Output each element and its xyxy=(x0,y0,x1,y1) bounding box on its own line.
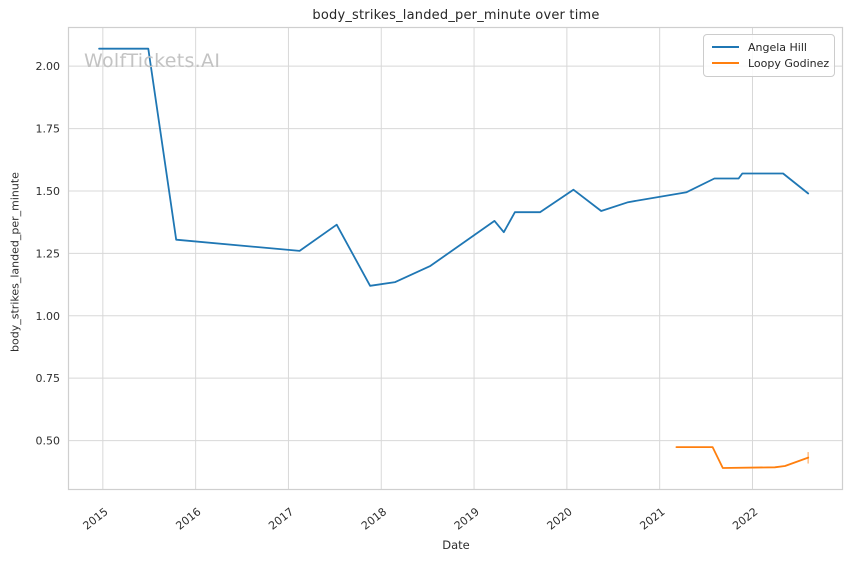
x-tick-label: 2019 xyxy=(452,505,482,532)
chart-title: body_strikes_landed_per_minute over time xyxy=(312,8,600,23)
legend-line-sample-icon xyxy=(712,62,739,64)
y-tick-label: 1.50 xyxy=(36,185,61,198)
y-axis-label: body_strikes_landed_per_minute xyxy=(8,172,22,352)
x-tick-label: 2016 xyxy=(173,505,203,532)
plot-border xyxy=(67,26,844,491)
watermark: WolfTickets.AI xyxy=(84,50,221,72)
legend-label: Angela Hill xyxy=(748,40,807,54)
series-line-loopy-godinez xyxy=(675,446,810,469)
x-tick-label: 2018 xyxy=(359,505,389,532)
x-tick-label: 2020 xyxy=(545,505,575,532)
legend-label: Loopy Godinez xyxy=(748,56,830,70)
legend-entry-angela-hill: Angela Hill xyxy=(704,39,834,55)
x-axis-label: Date xyxy=(442,538,470,552)
x-tick-label: 2015 xyxy=(81,505,111,532)
y-tick-label: 1.00 xyxy=(36,310,61,323)
y-tick-label: 1.75 xyxy=(36,123,61,136)
y-tick-label: 0.50 xyxy=(36,435,61,448)
legend-entry-loopy-godinez: Loopy Godinez xyxy=(704,55,834,71)
legend: Angela Hill Loopy Godinez xyxy=(703,34,835,77)
y-tick-label: 0.75 xyxy=(36,372,61,385)
plot-background xyxy=(68,27,843,490)
y-tick-label: 1.25 xyxy=(36,247,61,260)
x-tick-label: 2017 xyxy=(266,505,296,532)
x-tick-label: 2022 xyxy=(730,505,760,532)
y-tick-label: 2.00 xyxy=(36,60,61,73)
series-line-angela-hill xyxy=(98,47,810,287)
x-tick-label: 2021 xyxy=(637,505,667,532)
legend-line-sample-icon xyxy=(712,46,739,48)
